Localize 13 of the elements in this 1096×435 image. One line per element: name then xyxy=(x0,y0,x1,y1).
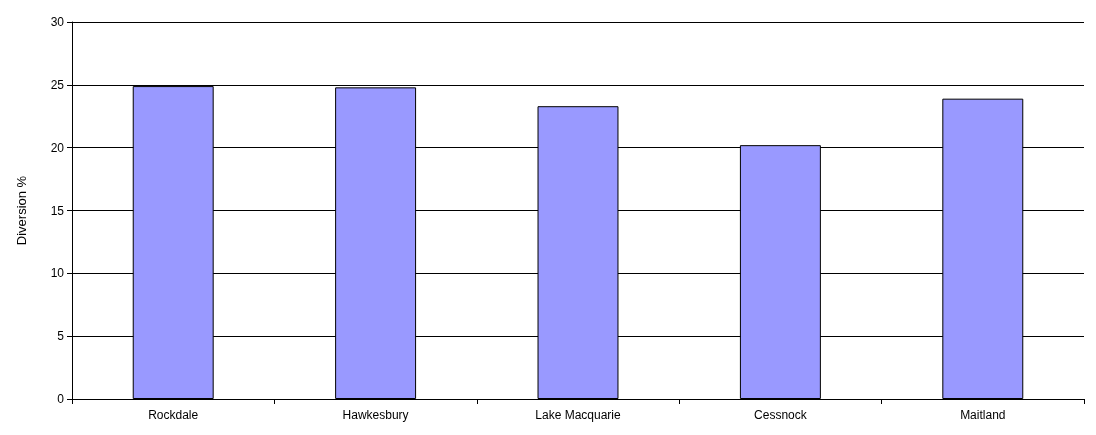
y-tick-label: 10 xyxy=(50,266,65,281)
y-tick-label: 30 xyxy=(50,15,65,29)
x-tick-label: Maitland xyxy=(960,408,1006,422)
y-tick-label: 20 xyxy=(50,140,65,155)
x-tick-label: Rockdale xyxy=(148,408,199,422)
y-axis-title: Diversion % xyxy=(14,175,29,246)
x-tick-label: Hawkesbury xyxy=(342,408,409,422)
y-tick-label: 5 xyxy=(57,329,65,344)
y-tick-label: 25 xyxy=(50,77,65,92)
y-tick-label: 15 xyxy=(50,203,65,218)
y-tick-label: 0 xyxy=(57,392,65,406)
x-tick-label: Cessnock xyxy=(754,408,808,422)
x-tick-label: Lake Macquarie xyxy=(535,408,622,422)
